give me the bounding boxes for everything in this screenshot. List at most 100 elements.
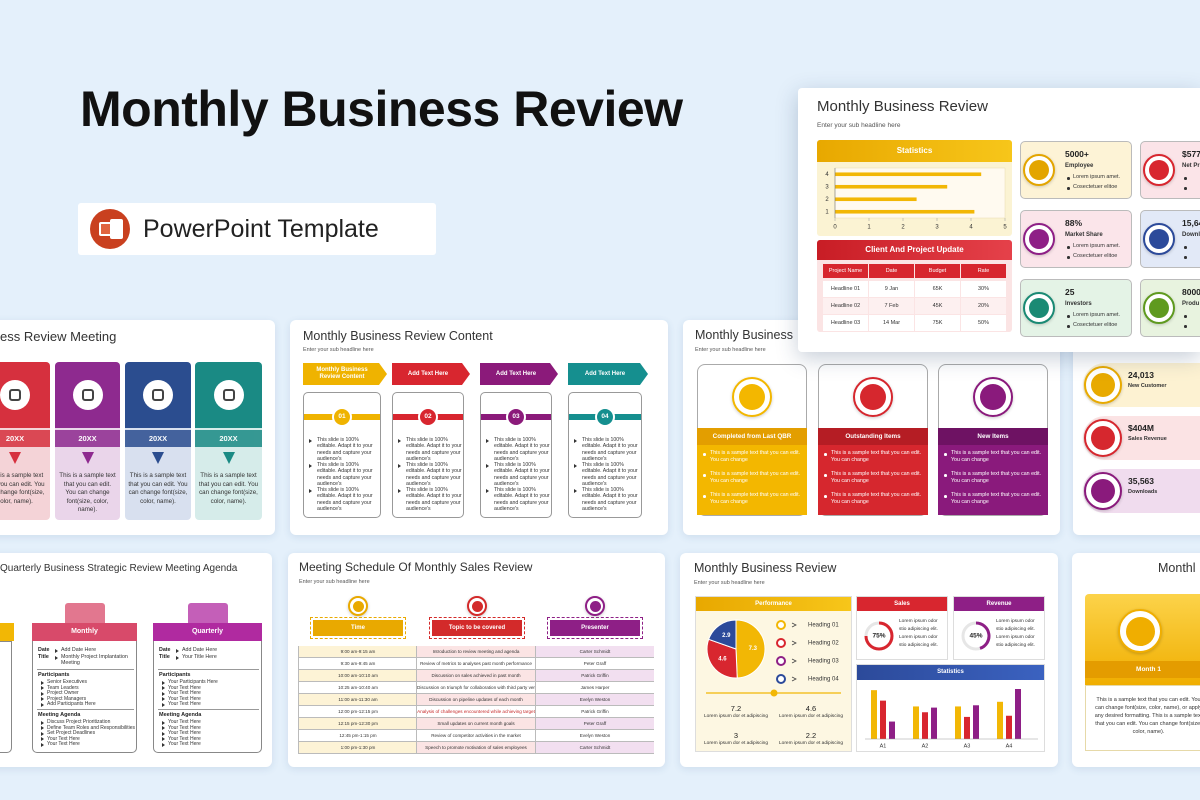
legend-label: Heading 04 bbox=[808, 677, 839, 683]
slide-content: Monthly Business Review Content Enter you… bbox=[290, 320, 668, 535]
bullet-arrow bbox=[41, 686, 44, 690]
bullet-arrow bbox=[41, 737, 44, 741]
icon-circle bbox=[143, 380, 173, 410]
bullet bbox=[824, 453, 827, 456]
bullet-arrow bbox=[574, 439, 577, 443]
gauge-label: 75% bbox=[872, 633, 885, 640]
down-arrow bbox=[81, 452, 94, 464]
bullet-arrow bbox=[176, 648, 179, 653]
stat-number: 2.2 bbox=[805, 731, 817, 740]
bullet bbox=[703, 474, 706, 477]
bar bbox=[835, 172, 982, 177]
agenda-item: Your Text Here bbox=[168, 701, 201, 707]
table-cell: 65K bbox=[915, 281, 960, 297]
agenda-item: Your Text Here bbox=[168, 741, 201, 747]
slide-title: Monthly Business bbox=[695, 328, 793, 342]
schedule-cell: 10:25 am-10:40 am bbox=[298, 682, 417, 694]
column-tag: Presenter bbox=[547, 617, 643, 639]
bullet-arrow bbox=[41, 726, 44, 730]
bullet bbox=[1067, 187, 1070, 190]
bar bbox=[835, 209, 975, 214]
bullet-arrow bbox=[41, 720, 44, 725]
agenda-value: Monthly Project Implantation Meeting bbox=[61, 654, 128, 666]
arrow-header: Add Text Here bbox=[480, 363, 558, 385]
column-bullet: This slide is 100% editable. Adapt it to… bbox=[494, 437, 550, 462]
agenda-item: Your Text Here bbox=[47, 735, 80, 742]
bar bbox=[955, 706, 961, 739]
number-circle: 03 bbox=[506, 407, 526, 427]
table-header-cell: Date bbox=[869, 264, 914, 278]
icon-circle bbox=[1084, 419, 1122, 457]
icon-circle bbox=[1084, 472, 1122, 510]
chart: 0 1 2 3 4 5 1 2 3 4 bbox=[825, 167, 1007, 231]
bullet bbox=[1184, 256, 1187, 259]
agenda-rule bbox=[37, 669, 134, 670]
column-text: This is a sample text that you can edit.… bbox=[59, 472, 116, 513]
item-bullet: This is a sample text that you can edit.… bbox=[710, 492, 801, 505]
slide-items: Monthly Business Enter your sub headline … bbox=[683, 320, 1060, 535]
bullet bbox=[703, 495, 706, 498]
legend-label: Heading 03 bbox=[808, 659, 839, 665]
bar bbox=[835, 184, 948, 189]
column-bullet: This slide is 100% editable. Adapt it to… bbox=[317, 437, 373, 462]
slide-dashboard: Monthly Business Review Enter your sub he… bbox=[680, 553, 1058, 767]
item-head: Outstanding Items bbox=[818, 428, 928, 445]
agenda-item: Team Leaders bbox=[47, 684, 79, 691]
table-cell: 9 Jan bbox=[869, 281, 914, 297]
table-cell: 20% bbox=[961, 298, 1006, 314]
bullet-arrow bbox=[41, 691, 44, 696]
schedule-cell: 12:00 pm-12:15 pm bbox=[298, 706, 417, 718]
agenda-item: Add Participants Here bbox=[47, 701, 96, 707]
stat-text: Lorem ipsum dor et adipiscing bbox=[704, 741, 768, 746]
column-tag: Time bbox=[310, 617, 406, 639]
stat-number: 4.6 bbox=[805, 704, 817, 713]
pie-label: 2.9 bbox=[722, 633, 731, 639]
item-body: This is a sample text that you can edit.… bbox=[818, 445, 928, 515]
stat-value: $404M bbox=[1128, 423, 1154, 433]
slide-subtitle: Enter your sub headline here bbox=[695, 347, 766, 353]
content-column: 04 This slide is 100% editable. Adapt it … bbox=[568, 392, 642, 518]
bullet-arrow bbox=[162, 680, 165, 685]
kpi-label: Investors bbox=[1065, 301, 1092, 307]
y-tick-label: 3 bbox=[825, 184, 829, 190]
column-bullet: This slide is 100% editable. Adapt it to… bbox=[317, 462, 373, 487]
agenda-box: Date Add Date Here Title Monthly Project Im… bbox=[32, 641, 137, 753]
slide-title: ess Review Meeting bbox=[0, 329, 117, 344]
schedule-cell: Carter Schmidt bbox=[535, 646, 654, 658]
icon-core bbox=[980, 384, 1006, 410]
bullet-arrow bbox=[398, 439, 401, 443]
schedule-cell: 9:00 am-9:15 am bbox=[298, 646, 417, 658]
table-cell: Headline 03 bbox=[823, 315, 868, 331]
kpi-card: 8000 Produ bbox=[1140, 279, 1200, 337]
bullet bbox=[1067, 315, 1070, 318]
legend-dot bbox=[776, 674, 786, 684]
table-cell: 7 Feb bbox=[869, 298, 914, 314]
stat-text: Lorem ipsum dor et adipiscing bbox=[779, 741, 843, 746]
icon-circle bbox=[1023, 154, 1055, 186]
kpi-bullet: Lorem ipsum amet. bbox=[1073, 312, 1121, 318]
bullet-arrow bbox=[41, 702, 44, 707]
bullet bbox=[1184, 315, 1187, 318]
gauge-panel: Revenue 45% Lorem ipsum odor stio adipiscin… bbox=[953, 596, 1045, 660]
icon-glyph bbox=[81, 389, 94, 401]
agenda-box bbox=[0, 641, 12, 753]
agenda-item: Your Text Here bbox=[168, 719, 201, 725]
icon-p bbox=[99, 222, 112, 236]
bullet-arrow bbox=[41, 680, 44, 685]
number-circle: 04 bbox=[595, 407, 615, 427]
schedule-cell: Discussion on triumph for collaboration … bbox=[416, 682, 535, 694]
bar bbox=[964, 716, 970, 739]
agenda-item: Your Text Here bbox=[168, 695, 201, 702]
bar bbox=[871, 690, 877, 739]
timeline-column: 20XX This is a sample text that you can e… bbox=[55, 362, 120, 520]
icon-circle bbox=[585, 596, 605, 616]
column-bullet: This slide is 100% editable. Adapt it to… bbox=[406, 462, 462, 487]
icon-core bbox=[1029, 160, 1049, 180]
bullet-arrow bbox=[55, 655, 58, 660]
column-bullet: This slide is 100% editable. Adapt it to… bbox=[582, 462, 638, 487]
agenda-item: Your Text Here bbox=[47, 741, 80, 747]
kpi-bullet: Cosectetuer elitoe bbox=[1073, 184, 1118, 190]
slide-review-meeting: ess Review Meeting 20XX This is a sample t… bbox=[0, 320, 275, 535]
legend-arrow bbox=[791, 622, 797, 628]
agenda-rule bbox=[158, 709, 259, 710]
